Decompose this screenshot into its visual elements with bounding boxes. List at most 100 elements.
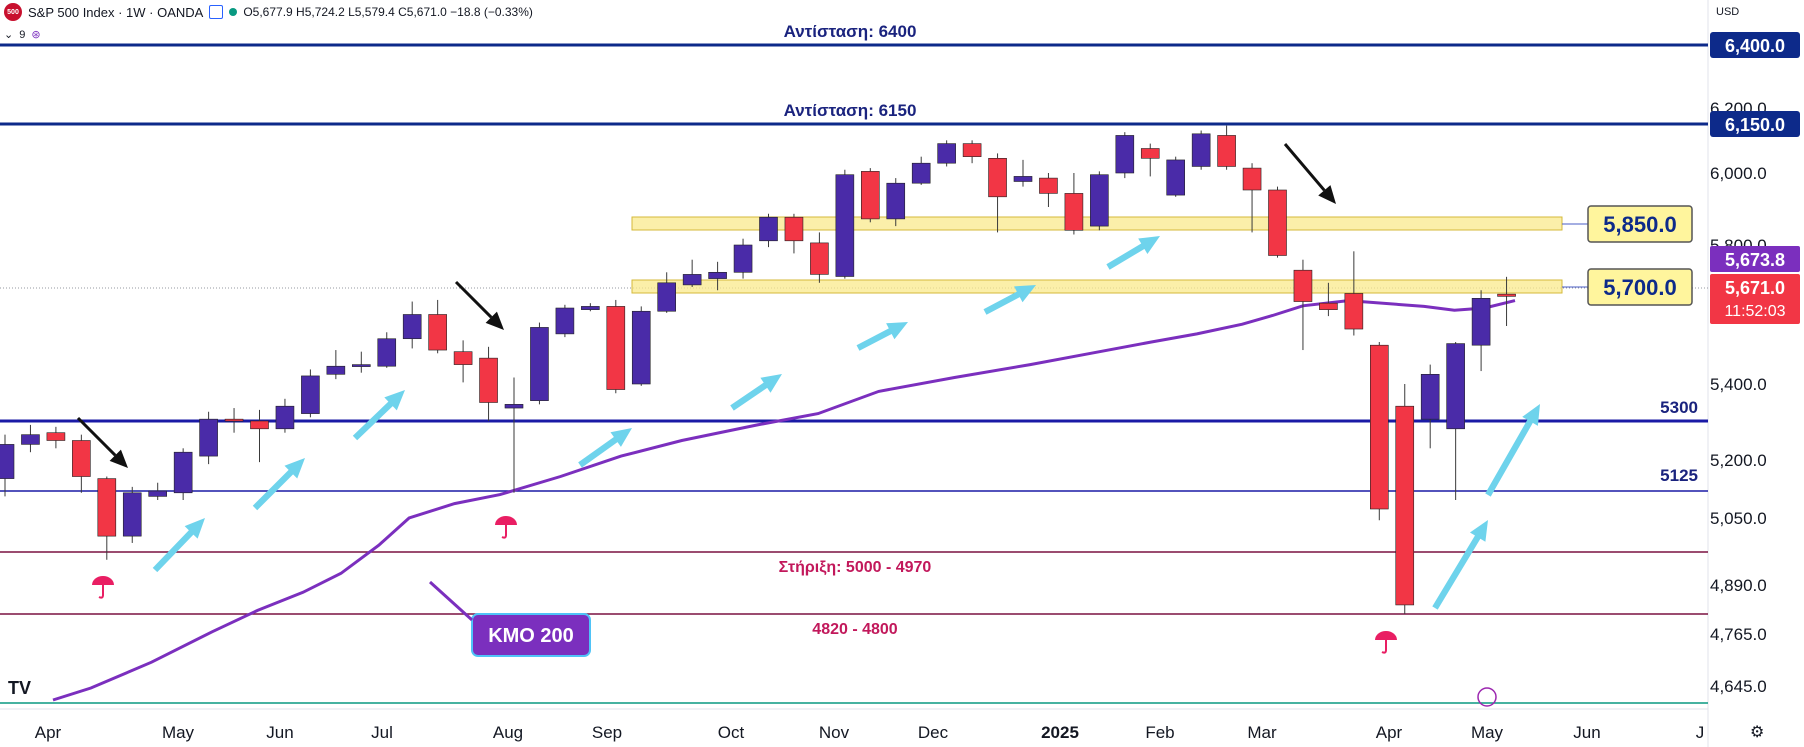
umbrella-icon[interactable]	[495, 516, 517, 539]
candle-body[interactable]	[1370, 344, 1389, 510]
candle[interactable]	[682, 259, 702, 287]
candle[interactable]	[657, 272, 677, 313]
candle[interactable]	[1217, 125, 1236, 170]
candle-body[interactable]	[479, 357, 498, 403]
candle-body[interactable]	[21, 434, 40, 445]
candle-body[interactable]	[199, 418, 218, 457]
candle[interactable]	[810, 232, 829, 283]
candle-body[interactable]	[301, 375, 320, 414]
umbrella-icon[interactable]	[92, 576, 114, 599]
candle[interactable]	[97, 476, 117, 560]
candle[interactable]	[326, 350, 346, 380]
resistance-zone[interactable]	[631, 279, 1563, 294]
candle[interactable]	[173, 448, 193, 500]
candle[interactable]	[962, 140, 982, 164]
zone-price-box[interactable]	[1587, 205, 1693, 243]
candle-body[interactable]	[1013, 176, 1033, 182]
candle-body[interactable]	[402, 314, 422, 340]
symbol-title[interactable]: S&P 500 Index · 1W · OANDA	[28, 4, 204, 20]
candle-body[interactable]	[733, 244, 753, 273]
candle-body[interactable]	[275, 405, 295, 430]
candle-body[interactable]	[988, 158, 1007, 198]
umbrella-icon[interactable]	[1375, 631, 1397, 654]
chevron-down-icon[interactable]: ⌄	[4, 29, 14, 41]
candle-body[interactable]	[631, 310, 651, 385]
tradingview-logo[interactable]: TV	[8, 678, 32, 698]
candle-body[interactable]	[148, 490, 167, 497]
candle-body[interactable]	[530, 327, 549, 401]
candle[interactable]	[21, 424, 40, 453]
candle-body[interactable]	[1395, 405, 1415, 606]
candle[interactable]	[1420, 364, 1440, 449]
candle[interactable]	[759, 213, 778, 248]
candle-body[interactable]	[122, 492, 142, 537]
candle-body[interactable]	[1217, 135, 1236, 167]
candle-body[interactable]	[326, 365, 346, 375]
candle[interactable]	[351, 351, 371, 373]
candle-body[interactable]	[1268, 189, 1287, 256]
candle[interactable]	[148, 482, 167, 500]
candle[interactable]	[1395, 384, 1415, 614]
candle[interactable]	[72, 434, 91, 493]
candle[interactable]	[860, 168, 880, 223]
candle[interactable]	[224, 408, 244, 433]
candle[interactable]	[1115, 132, 1135, 179]
candle-body[interactable]	[1420, 373, 1440, 420]
candle[interactable]	[1166, 156, 1185, 197]
candle[interactable]	[402, 301, 422, 349]
link-icon[interactable]: ⊛	[31, 29, 41, 41]
candle-body[interactable]	[1497, 293, 1516, 297]
candle[interactable]	[1446, 341, 1465, 500]
candle-body[interactable]	[886, 182, 906, 220]
candle-body[interactable]	[1446, 343, 1465, 430]
candle-body[interactable]	[0, 444, 15, 479]
candle-body[interactable]	[351, 364, 371, 367]
gear-icon[interactable]: ⚙	[1750, 724, 1765, 741]
candle-body[interactable]	[72, 440, 91, 477]
candle-body[interactable]	[1471, 298, 1491, 346]
candle[interactable]	[479, 346, 498, 421]
candle[interactable]	[250, 409, 269, 463]
candle-body[interactable]	[1140, 148, 1160, 159]
candle[interactable]	[1064, 173, 1084, 235]
candle[interactable]	[1319, 282, 1338, 317]
candle[interactable]	[1268, 186, 1287, 258]
candle-body[interactable]	[1166, 159, 1185, 196]
candle[interactable]	[733, 238, 753, 279]
candle-body[interactable]	[1344, 293, 1364, 330]
candle[interactable]	[835, 169, 855, 279]
candle[interactable]	[1090, 171, 1109, 231]
candle[interactable]	[555, 304, 575, 338]
candle[interactable]	[301, 369, 320, 418]
candle[interactable]	[911, 156, 931, 185]
candle-body[interactable]	[224, 418, 244, 422]
candle[interactable]	[708, 261, 727, 291]
candle-body[interactable]	[173, 451, 193, 494]
candle[interactable]	[784, 213, 804, 254]
candle-body[interactable]	[606, 306, 626, 390]
candle-body[interactable]	[682, 274, 702, 286]
last-price-tag[interactable]	[1710, 274, 1800, 324]
candle[interactable]	[1242, 163, 1262, 233]
candle[interactable]	[988, 153, 1007, 233]
candle-body[interactable]	[784, 216, 804, 242]
candle-body[interactable]	[1191, 133, 1211, 167]
candle-body[interactable]	[581, 306, 600, 310]
candle-body[interactable]	[428, 314, 447, 351]
candle[interactable]	[886, 178, 906, 227]
zone-price-box[interactable]	[1587, 268, 1693, 306]
lightning-icon[interactable]	[1477, 687, 1497, 707]
candle[interactable]	[0, 434, 15, 497]
candle[interactable]	[504, 377, 524, 493]
candle-body[interactable]	[46, 432, 66, 441]
candle-body[interactable]	[555, 307, 575, 335]
candle-body[interactable]	[1090, 174, 1109, 227]
candle[interactable]	[1471, 290, 1491, 372]
candle-body[interactable]	[453, 351, 473, 365]
flag-icon[interactable]	[209, 5, 224, 19]
candle-body[interactable]	[835, 174, 855, 277]
candle-body[interactable]	[810, 242, 829, 275]
candle[interactable]	[199, 411, 218, 465]
candle-body[interactable]	[937, 143, 956, 164]
candle[interactable]	[606, 299, 626, 394]
